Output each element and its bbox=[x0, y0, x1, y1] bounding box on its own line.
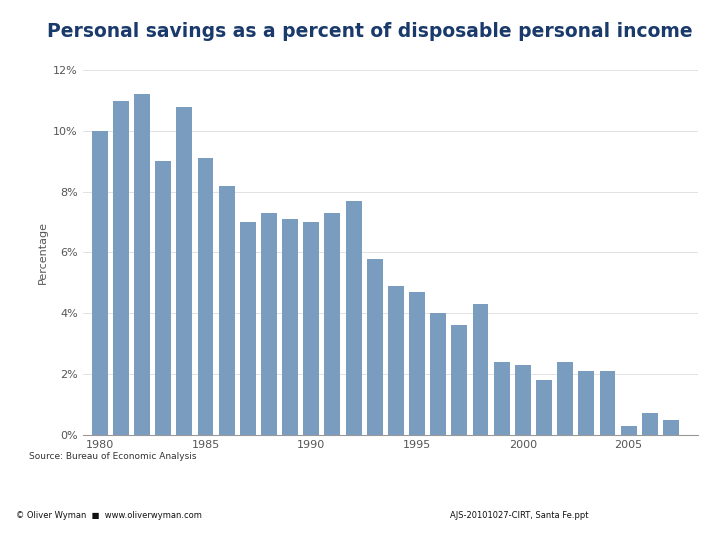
Bar bbox=[663, 420, 679, 435]
Bar bbox=[261, 213, 277, 435]
Text: Personal savings as a percent of disposable personal income: Personal savings as a percent of disposa… bbox=[47, 22, 693, 41]
Text: AJS-20101027-CIRT, Santa Fe.ppt: AJS-20101027-CIRT, Santa Fe.ppt bbox=[451, 511, 589, 520]
Y-axis label: Percentage: Percentage bbox=[37, 221, 48, 284]
Bar bbox=[557, 362, 573, 435]
Bar bbox=[240, 222, 256, 435]
Bar bbox=[600, 371, 616, 435]
Bar bbox=[409, 292, 425, 435]
Bar bbox=[536, 380, 552, 435]
Bar bbox=[134, 94, 150, 435]
Bar bbox=[621, 426, 636, 435]
Bar bbox=[388, 286, 404, 435]
Bar bbox=[578, 371, 594, 435]
Bar bbox=[642, 414, 657, 435]
Bar bbox=[325, 213, 341, 435]
Text: Source: Bureau of Economic Analysis: Source: Bureau of Economic Analysis bbox=[29, 452, 197, 461]
Bar bbox=[113, 100, 129, 435]
Bar bbox=[515, 365, 531, 435]
Bar bbox=[197, 158, 213, 435]
Bar bbox=[346, 201, 361, 435]
Bar bbox=[366, 259, 382, 435]
Bar bbox=[472, 304, 488, 435]
Bar bbox=[303, 222, 319, 435]
Bar bbox=[451, 325, 467, 435]
Bar bbox=[282, 219, 298, 435]
Bar bbox=[219, 186, 235, 435]
Bar bbox=[494, 362, 510, 435]
Bar bbox=[156, 161, 171, 435]
Bar bbox=[176, 106, 192, 435]
Bar bbox=[91, 131, 108, 435]
Text: © Oliver Wyman  ■  www.oliverwyman.com: © Oliver Wyman ■ www.oliverwyman.com bbox=[16, 511, 202, 520]
Text: 24: 24 bbox=[657, 505, 688, 526]
Bar bbox=[431, 313, 446, 435]
